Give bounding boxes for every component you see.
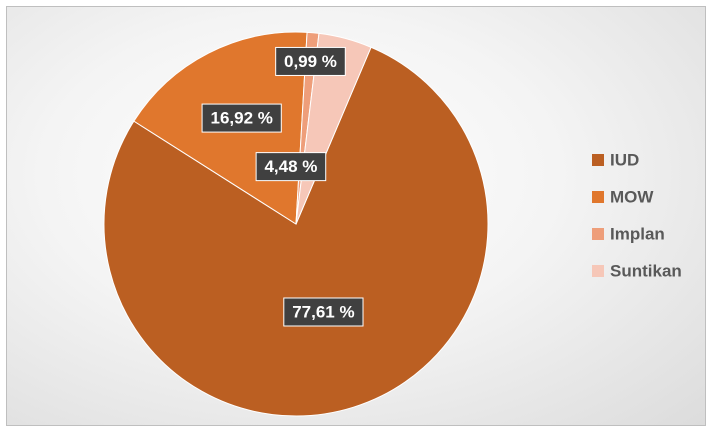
data-labels: 77,61 % 16,92 % 0,99 % 4,48 %	[201, 46, 364, 327]
data-label-iud: 77,61 %	[283, 297, 364, 327]
pie-slice-iud	[103, 46, 489, 417]
legend-label: Implan	[610, 225, 665, 244]
legend: IUD MOW Implan Suntikan	[592, 151, 682, 281]
pie-slices	[103, 31, 489, 417]
legend-item-iud: IUD	[592, 151, 639, 170]
data-label-mow: 16,92 %	[201, 103, 282, 133]
svg-text:77,61 %: 77,61 %	[292, 302, 354, 321]
legend-item-implan: Implan	[592, 225, 665, 244]
data-label-suntikan: 4,48 %	[255, 152, 327, 182]
legend-label: Suntikan	[610, 262, 682, 281]
legend-item-mow: MOW	[592, 188, 654, 207]
svg-text:4,48 %: 4,48 %	[264, 157, 317, 176]
legend-item-suntikan: Suntikan	[592, 262, 682, 281]
legend-label: MOW	[610, 188, 654, 207]
legend-swatch	[592, 228, 604, 240]
pie-chart: 77,61 % 16,92 % 0,99 % 4,48 % IUD MOW Implan S…	[103, 31, 682, 417]
legend-swatch	[592, 265, 604, 277]
legend-swatch	[592, 191, 604, 203]
chart-area: 77,61 % 16,92 % 0,99 % 4,48 % IUD MOW Implan S…	[6, 6, 706, 426]
legend-label: IUD	[610, 151, 639, 170]
svg-text:0,99 %: 0,99 %	[284, 52, 337, 71]
data-label-implan: 0,99 %	[275, 46, 346, 76]
svg-text:16,92 %: 16,92 %	[210, 109, 272, 128]
legend-swatch	[592, 154, 604, 166]
